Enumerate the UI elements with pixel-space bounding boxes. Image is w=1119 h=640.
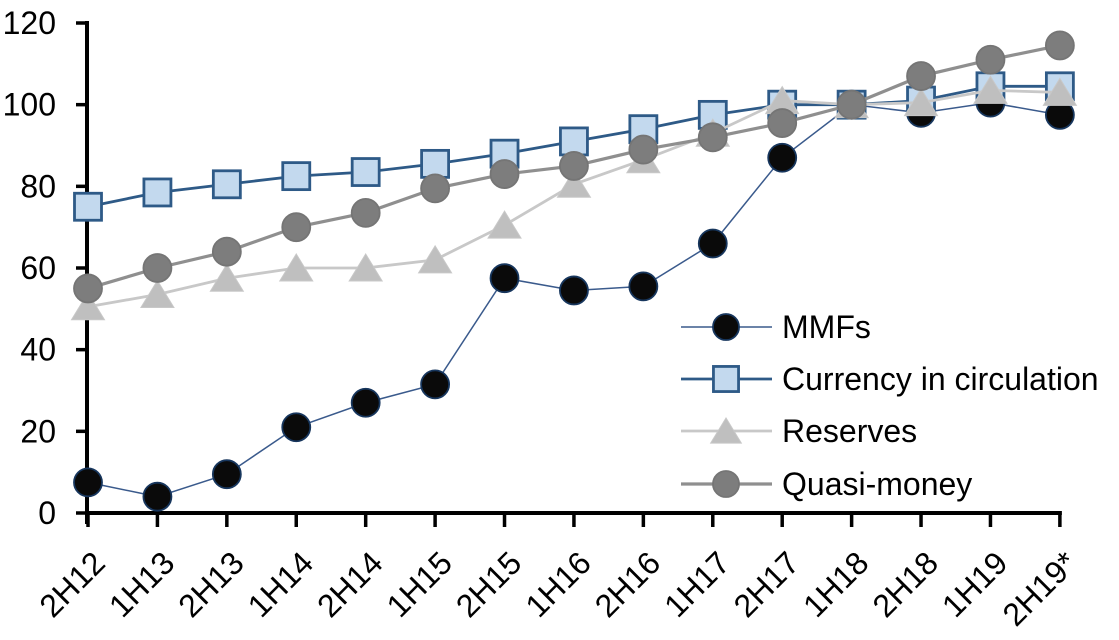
series-mmfs-marker (420, 369, 451, 400)
legend-reserves-label: Reserves (782, 413, 917, 449)
series-reserves-marker (209, 263, 245, 292)
legend-currency-in-circulation-label: Currency in circulation (782, 361, 1099, 397)
series-quasi-money-marker (420, 173, 451, 204)
series-reserves-marker (709, 417, 743, 444)
series-mmfs-marker (73, 467, 103, 498)
series-mmfs-marker (350, 387, 381, 418)
series-reserves-marker (487, 210, 522, 239)
series-quasi-money-marker (489, 159, 520, 189)
series-quasi-money-marker (73, 273, 103, 304)
y-tick-label: 100 (3, 87, 56, 123)
series-mmfs-marker (211, 459, 242, 490)
series-reserves-marker (1042, 77, 1078, 106)
series-reserves-marker (417, 244, 453, 274)
y-tick-label: 80 (20, 168, 56, 204)
y-tick-label: 40 (20, 332, 56, 368)
series-mmfs-marker (767, 142, 798, 173)
series-reserves-marker (556, 169, 592, 198)
legend-item-quasi-money: Quasi-money (681, 466, 972, 502)
x-tick-label: 2H14 (310, 544, 390, 624)
series-mmfs-marker (712, 313, 740, 341)
series-quasi-money-marker (767, 108, 798, 138)
y-tick-label: 0 (38, 495, 56, 531)
series-quasi-money-marker (628, 134, 659, 165)
y-tick-label: 20 (20, 413, 56, 449)
series-reserves-marker (278, 253, 314, 282)
series-mmfs-marker (559, 275, 589, 306)
series-mmfs-marker (697, 228, 728, 259)
series-quasi-money-marker (281, 212, 312, 243)
series-quasi-money-marker (1044, 30, 1075, 61)
series-quasi-money-marker (350, 197, 381, 228)
series-mmfs-marker (489, 263, 520, 294)
series-currency-in-circulation-marker (73, 191, 103, 222)
series-quasi-money-marker (559, 151, 589, 181)
x-tick-label: 1H18 (796, 544, 876, 624)
series-reserves-marker (973, 75, 1008, 104)
x-tick-label: 1H13 (102, 544, 182, 624)
legend-item-reserves: Reserves (681, 413, 917, 449)
series-quasi-money-marker (697, 122, 728, 153)
series-reserves-marker (348, 253, 384, 282)
y-tick-label: 60 (20, 250, 56, 286)
series-quasi-money-marker (906, 61, 936, 91)
x-tick-label: 2H16 (588, 544, 668, 624)
x-tick-label: 2H12 (32, 544, 112, 624)
legend: MMFs Currency in circulation Reserves Quasi… (681, 309, 1099, 502)
y-tick-label: 120 (3, 5, 56, 41)
series-currency-in-circulation-marker (211, 169, 242, 200)
x-tick-label: 1H14 (241, 544, 321, 624)
series-currency-in-circulation-marker (281, 161, 312, 192)
x-tick-label: 2H18 (865, 544, 945, 624)
legend-mmfs-label: MMFs (782, 309, 871, 345)
legend-item-currency-in-circulation: Currency in circulation (681, 361, 1099, 397)
series-currency-in-circulation-marker (350, 157, 381, 187)
series-mmfs-marker (142, 481, 173, 512)
series-reserves (70, 75, 1078, 321)
series-currency-in-circulation-marker (142, 177, 173, 208)
series-quasi-money-marker (712, 470, 740, 498)
x-tick-label: 2H15 (449, 544, 529, 624)
legend-quasi-money-label: Quasi-money (782, 466, 972, 502)
series-reserves-marker (140, 279, 175, 309)
series-currency-in-circulation-marker (420, 148, 451, 179)
legend-item-mmfs: MMFs (681, 309, 871, 345)
x-tick-label: 2H19* (995, 544, 1083, 632)
x-tick-label: 2H13 (171, 544, 251, 624)
series-quasi-money-marker (211, 236, 242, 267)
series-mmfs-marker (628, 271, 659, 302)
series-quasi-money-marker (836, 89, 867, 120)
series-quasi-money-marker (142, 253, 173, 283)
series-mmfs (73, 87, 1075, 512)
series-currency-in-circulation-marker (712, 365, 740, 393)
x-tick-label: 2H17 (727, 544, 807, 624)
x-tick-label: 1H16 (518, 544, 598, 624)
series-quasi-money-marker (975, 44, 1006, 75)
series-quasi-money (73, 30, 1075, 304)
x-tick-label: 1H15 (380, 544, 460, 624)
series-mmfs-marker (281, 412, 312, 443)
series-currency-in-circulation-marker (559, 126, 589, 157)
x-tick-label: 1H17 (657, 544, 737, 624)
series-reserves-marker (70, 291, 106, 321)
series-reserves-marker (903, 87, 939, 117)
